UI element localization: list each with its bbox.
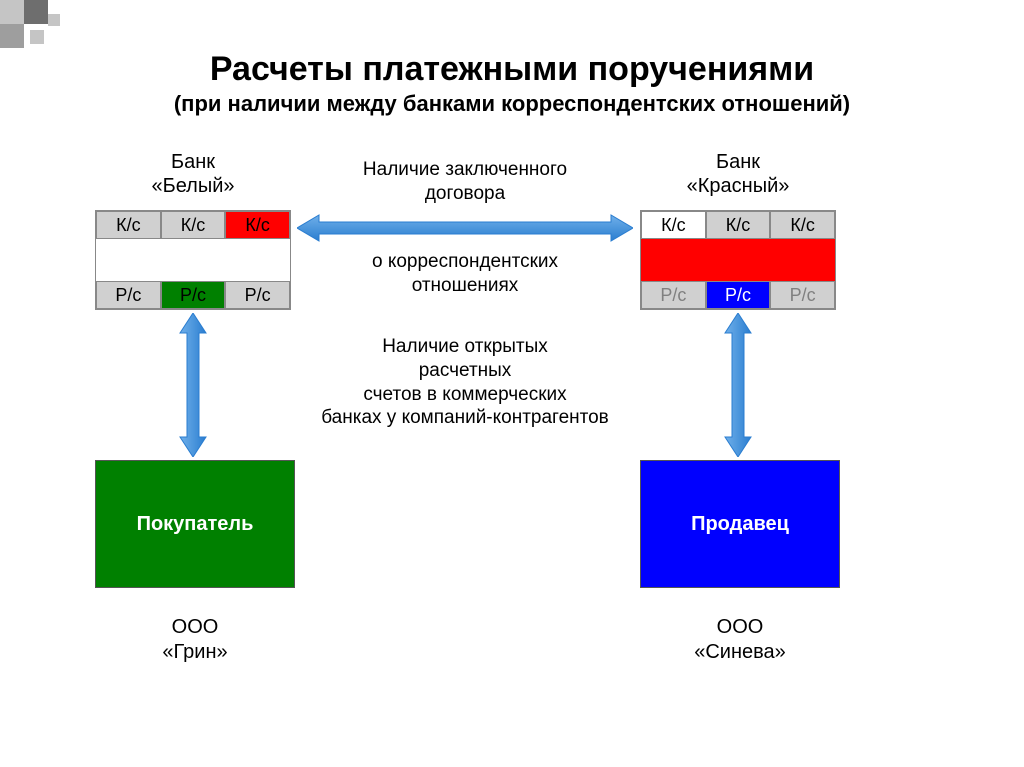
company-right-label: ООО «Синева» bbox=[640, 615, 840, 665]
bank-left-label: Банк «Белый» bbox=[95, 150, 291, 198]
rc-cell-gray: Р/с bbox=[770, 281, 835, 309]
title-block: Расчеты платежными поручениями (при нали… bbox=[0, 50, 1024, 117]
company-right-line2: «Синева» bbox=[694, 641, 786, 663]
bank-left-line1: Банк bbox=[171, 151, 215, 173]
deco-sq bbox=[0, 24, 24, 48]
company-right-line1: ООО bbox=[717, 616, 764, 638]
rc-cell-green: Р/с bbox=[161, 281, 226, 309]
title-sub: (при наличии между банками корреспондент… bbox=[0, 91, 1024, 117]
kc-row-left: К/с К/с К/с bbox=[96, 211, 290, 239]
bank-gap-left bbox=[96, 239, 290, 281]
bank-gap-right bbox=[641, 239, 835, 281]
kc-cell: К/с bbox=[706, 211, 771, 239]
vertical-double-arrow-right-icon bbox=[722, 313, 754, 457]
company-left-line2: «Грин» bbox=[162, 641, 227, 663]
deco-sq bbox=[30, 30, 44, 44]
deco-sq bbox=[0, 0, 24, 24]
bank-right-label: Банк «Красный» bbox=[640, 150, 836, 198]
kc-cell-white: К/с bbox=[641, 211, 706, 239]
bank-right-box: К/с К/с К/с Р/с Р/с Р/с bbox=[640, 210, 836, 310]
corner-decoration bbox=[0, 0, 70, 48]
rc-cell-blue: Р/с bbox=[706, 281, 771, 309]
rc-row-right: Р/с Р/с Р/с bbox=[641, 281, 835, 309]
title-main: Расчеты платежными поручениями bbox=[0, 50, 1024, 89]
seller-label: Продавец bbox=[691, 513, 789, 536]
bank-left-line2: «Белый» bbox=[151, 175, 234, 197]
mid-text-top-above: Наличие заключенногодоговора bbox=[315, 158, 615, 206]
rc-row-left: Р/с Р/с Р/с bbox=[96, 281, 290, 309]
kc-row-right: К/с К/с К/с bbox=[641, 211, 835, 239]
bank-right-line2: «Красный» bbox=[687, 175, 790, 197]
seller-box: Продавец bbox=[640, 460, 840, 588]
kc-cell-red: К/с bbox=[225, 211, 290, 239]
deco-sq bbox=[48, 14, 60, 26]
deco-sq bbox=[24, 0, 48, 24]
kc-cell: К/с bbox=[161, 211, 226, 239]
diagram-stage: Банк «Белый» Банк «Красный» К/с К/с К/с … bbox=[0, 130, 1024, 767]
kc-cell: К/с bbox=[770, 211, 835, 239]
rc-cell-gray: Р/с bbox=[641, 281, 706, 309]
vertical-double-arrow-left-icon bbox=[177, 313, 209, 457]
company-left-label: ООО «Грин» bbox=[95, 615, 295, 665]
buyer-label: Покупатель bbox=[137, 513, 254, 536]
buyer-box: Покупатель bbox=[95, 460, 295, 588]
rc-cell: Р/с bbox=[225, 281, 290, 309]
horizontal-double-arrow-icon bbox=[297, 212, 633, 244]
bank-left-box: К/с К/с К/с Р/с Р/с Р/с bbox=[95, 210, 291, 310]
mid-text-top-below: о корреспондентскихотношениях bbox=[315, 250, 615, 298]
rc-cell: Р/с bbox=[96, 281, 161, 309]
company-left-line1: ООО bbox=[172, 616, 219, 638]
mid-text-bottom: Наличие открытыхрасчетныхсчетов в коммер… bbox=[290, 335, 640, 430]
kc-cell: К/с bbox=[96, 211, 161, 239]
bank-right-line1: Банк bbox=[716, 151, 760, 173]
